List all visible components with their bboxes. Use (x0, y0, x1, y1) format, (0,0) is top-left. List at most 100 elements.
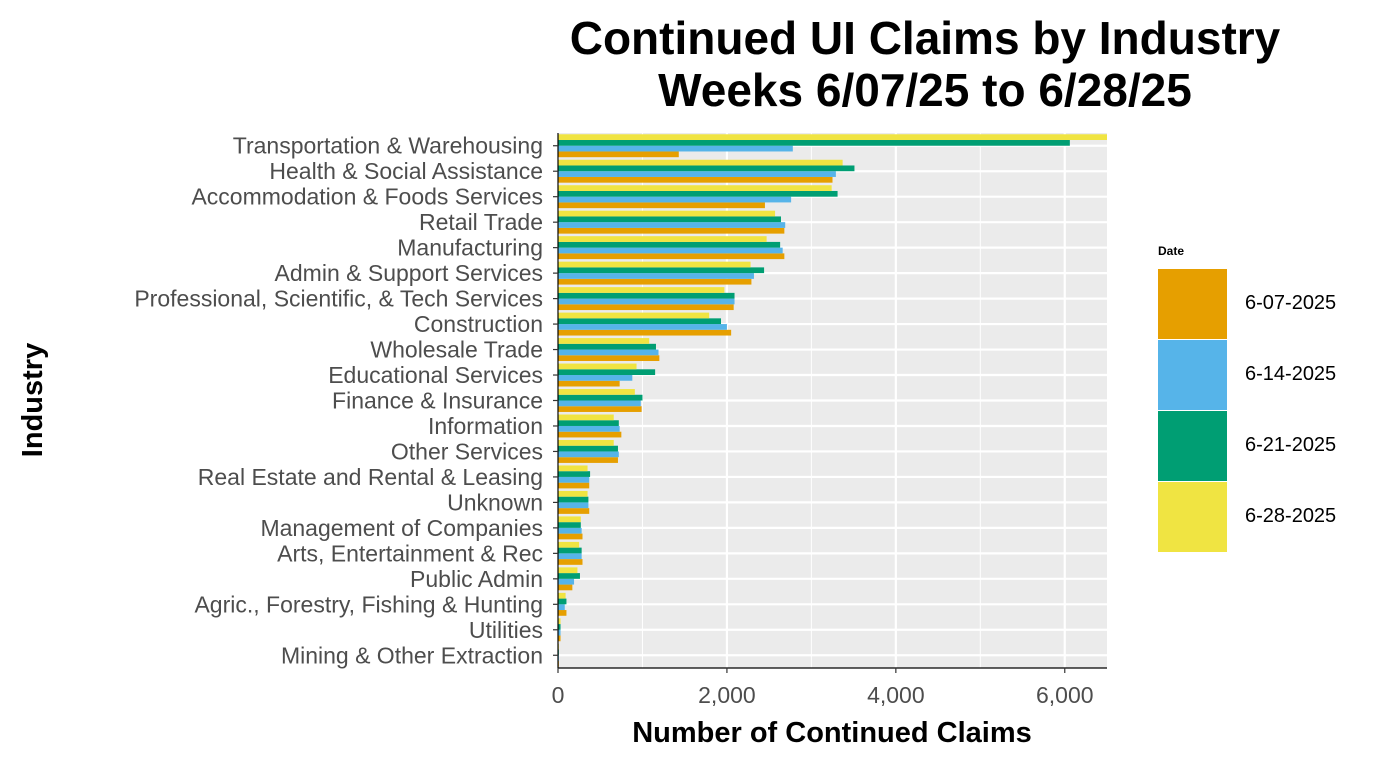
bar (558, 134, 1107, 141)
bar (558, 451, 619, 458)
bar (558, 324, 727, 330)
chart-title-line-2: Weeks 6/07/25 to 6/28/25 (658, 64, 1192, 116)
bar (558, 312, 710, 319)
bar (558, 431, 622, 438)
legend: Date 6-07-2025 6-14-2025 6-21-2025 6-28-202… (1158, 244, 1336, 552)
chart-title: Continued UI Claims by Industry Weeks 6/… (420, 12, 1392, 116)
bar (558, 355, 660, 362)
legend-entries: 6-07-2025 6-14-2025 6-21-2025 6-28-2025 (1158, 268, 1336, 552)
bar (558, 210, 776, 217)
bar (558, 261, 751, 268)
y-tick-label: Health & Social Assistance (269, 158, 543, 184)
bar (558, 420, 619, 426)
bar (558, 482, 590, 489)
bar (558, 624, 561, 630)
legend-swatch (1158, 268, 1227, 339)
bar (558, 185, 832, 191)
bar (558, 629, 561, 636)
bar (558, 496, 589, 503)
bar (558, 490, 588, 497)
bar (558, 227, 785, 234)
bar (558, 522, 581, 528)
bar (558, 363, 637, 370)
bar (558, 457, 618, 463)
y-axis-title: Industry (17, 343, 49, 457)
bar (558, 171, 836, 177)
x-tick-label: 6,000 (1036, 682, 1094, 708)
bar (558, 216, 781, 223)
y-tick-label: Finance & Insurance (332, 388, 543, 414)
y-tick-label: Arts, Entertainment & Rec (277, 540, 543, 566)
bar (558, 476, 590, 483)
x-tick-labels: 0 2,000 4,000 6,000 (552, 668, 1094, 708)
bar (558, 273, 754, 279)
bars (558, 134, 1107, 667)
bar (558, 516, 581, 523)
bar (558, 618, 561, 625)
y-tick-label: Transportation & Warehousing (233, 133, 543, 159)
chart-title-line-1: Continued UI Claims by Industry (569, 12, 1281, 64)
bar (558, 425, 620, 432)
y-tick-label: Management of Companies (260, 515, 543, 541)
bar (558, 222, 786, 228)
bar (558, 145, 793, 152)
bar (558, 318, 722, 325)
bar (558, 176, 833, 183)
y-tick-label: Utilities (469, 617, 543, 643)
legend-entry: 6-14-2025 (1158, 339, 1336, 410)
x-tick-label: 4,000 (867, 682, 925, 708)
legend-title: Date (1158, 244, 1185, 258)
y-tick-label: Construction (414, 311, 543, 337)
bar (558, 567, 578, 574)
bar (558, 247, 783, 254)
bar (558, 241, 781, 248)
legend-label: 6-21-2025 (1245, 434, 1337, 456)
bar (558, 592, 566, 599)
legend-label: 6-07-2025 (1245, 292, 1337, 314)
y-tick-label: Retail Trade (419, 209, 543, 235)
bar (558, 380, 620, 387)
bar (558, 140, 1070, 146)
bar (558, 375, 633, 381)
bar (558, 151, 679, 158)
bar (558, 267, 765, 274)
bar (558, 573, 580, 579)
bar (558, 400, 641, 407)
legend-swatch (1158, 410, 1227, 481)
bar (558, 159, 843, 166)
bar (558, 298, 735, 305)
bar (558, 553, 582, 560)
bar (558, 533, 583, 540)
bar (558, 527, 582, 534)
bar (558, 253, 785, 260)
y-tick-label: Admin & Support Services (275, 260, 543, 286)
bar (558, 414, 614, 421)
bar (558, 598, 567, 605)
bar (558, 165, 855, 172)
bar (558, 394, 643, 401)
bar (558, 343, 656, 350)
legend-entry: 6-07-2025 (1158, 268, 1336, 339)
bar (558, 369, 656, 376)
bar (558, 196, 792, 203)
bar (558, 541, 580, 548)
bar (558, 292, 735, 299)
y-tick-label: Accommodation & Foods Services (191, 184, 543, 210)
legend-label: 6-28-2025 (1245, 505, 1337, 527)
bar (558, 439, 614, 446)
bar (558, 445, 618, 452)
legend-swatch (1158, 339, 1227, 410)
bar (558, 471, 591, 477)
bar (558, 610, 567, 616)
bar (558, 584, 573, 591)
y-tick-label: Wholesale Trade (370, 337, 543, 363)
bar (558, 559, 583, 565)
x-tick-label: 2,000 (698, 682, 756, 708)
bar (558, 406, 642, 412)
bar (558, 502, 589, 509)
bar (558, 287, 725, 293)
legend-swatch (1158, 481, 1227, 552)
bar (558, 635, 561, 642)
legend-entry: 6-21-2025 (1158, 410, 1336, 481)
x-axis-title: Number of Continued Claims (632, 717, 1032, 749)
